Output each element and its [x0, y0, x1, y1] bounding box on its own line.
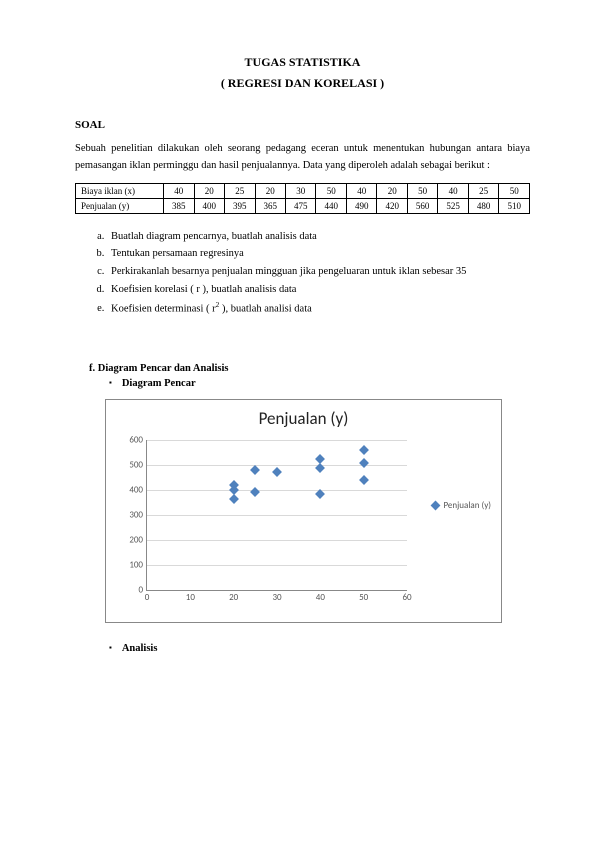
- list-item: Buatlah diagram pencarnya, buatlah anali…: [107, 228, 530, 246]
- x-axis-label: 30: [272, 592, 281, 603]
- question-list: Buatlah diagram pencarnya, buatlah anali…: [75, 228, 530, 319]
- y-axis-label: 400: [115, 485, 143, 496]
- scatter-point: [359, 475, 369, 485]
- y-axis-label: 600: [115, 435, 143, 446]
- x-axis-label: 20: [229, 592, 238, 603]
- x-axis-label: 40: [316, 592, 325, 603]
- x-axis-label: 50: [359, 592, 368, 603]
- row-label: Biaya iklan (x): [76, 183, 164, 198]
- list-item: Koefisien determinasi ( r2 ), buatlah an…: [107, 299, 530, 318]
- list-item: Tentukan persamaan regresinya: [107, 245, 530, 263]
- scatter-point: [315, 454, 325, 464]
- table-row: Penjualan (y) 385 400 395 365 475 440 49…: [76, 198, 530, 213]
- legend-marker-icon: [431, 501, 441, 511]
- scatter-chart: Penjualan (y) 01002003004005006000102030…: [105, 399, 502, 623]
- y-axis-label: 500: [115, 460, 143, 471]
- x-axis-label: 10: [186, 592, 195, 603]
- legend-label: Penjualan (y): [443, 500, 491, 511]
- scatter-point: [272, 467, 282, 477]
- y-axis-label: 100: [115, 560, 143, 571]
- chart-legend: Penjualan (y): [432, 500, 491, 511]
- plot-area: 01002003004005006000102030405060: [146, 440, 407, 591]
- scatter-point: [250, 465, 260, 475]
- section-f-heading: f. Diagram Pencar dan Analisis: [75, 363, 530, 374]
- scatter-point: [250, 487, 260, 497]
- y-axis-label: 200: [115, 535, 143, 546]
- row-label: Penjualan (y): [76, 198, 164, 213]
- y-axis-label: 300: [115, 510, 143, 521]
- x-axis-label: 0: [145, 592, 150, 603]
- list-item: Koefisien korelasi ( r ), buatlah analis…: [107, 281, 530, 299]
- chart-title: Penjualan (y): [106, 400, 501, 429]
- bullet-analisis: Analisis: [75, 643, 530, 654]
- table-row: Biaya iklan (x) 40 20 25 20 30 50 40 20 …: [76, 183, 530, 198]
- x-axis-label: 60: [402, 592, 411, 603]
- y-axis-label: 0: [115, 585, 143, 596]
- scatter-point: [229, 494, 239, 504]
- page-title: TUGAS STATISTIKA: [75, 55, 530, 70]
- soal-heading: SOAL: [75, 119, 530, 131]
- list-item: Perkirakanlah besarnya penjualan minggua…: [107, 263, 530, 281]
- data-table: Biaya iklan (x) 40 20 25 20 30 50 40 20 …: [75, 183, 530, 214]
- intro-paragraph: Sebuah penelitian dilakukan oleh seorang…: [75, 141, 530, 175]
- bullet-diagram-pencar: Diagram Pencar: [75, 378, 530, 389]
- scatter-point: [359, 445, 369, 455]
- page-subtitle: ( REGRESI DAN KORELASI ): [75, 76, 530, 91]
